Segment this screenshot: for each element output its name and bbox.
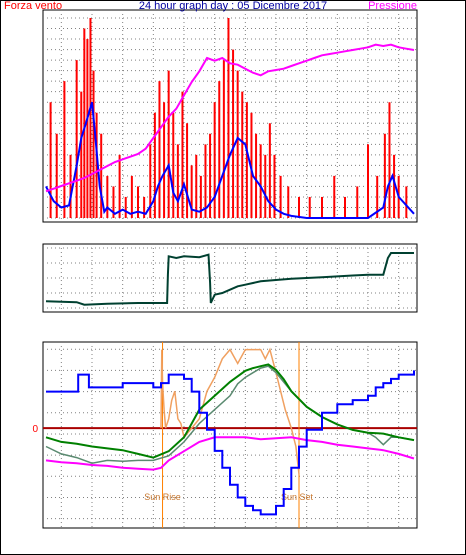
humidity-line <box>46 370 415 516</box>
sunset-label: Sun Set <box>281 492 314 502</box>
sunrise-label: Sun Rise <box>144 492 181 502</box>
wind-speed-line <box>45 101 415 219</box>
pressure-line <box>45 43 415 193</box>
wind-axis-label: Forza vento <box>4 0 62 12</box>
pressure-axis-label: Pressione <box>368 0 417 12</box>
wind-direction-line <box>45 252 414 306</box>
wind-direction-panel <box>42 243 418 313</box>
wind-pressure-plot-area <box>42 9 418 223</box>
temperature-line <box>45 363 415 459</box>
dewpoint-line <box>45 436 415 471</box>
page-title: 24 hour graph day : 05 Dicembre 2017 <box>139 0 327 12</box>
gust-bars <box>49 18 408 218</box>
wind-direction-plot-area <box>42 243 418 313</box>
temperature-plot-area <box>42 341 418 529</box>
wind-direction-grid <box>43 244 417 312</box>
temperature-panel: 0 Sun Rise Sun Set <box>32 341 418 529</box>
wind-pressure-panel: Forza vento 24 hour graph day : 05 Dicem… <box>4 0 418 223</box>
rain-zero-marker: 0 <box>32 424 38 435</box>
solar-line <box>160 347 300 475</box>
